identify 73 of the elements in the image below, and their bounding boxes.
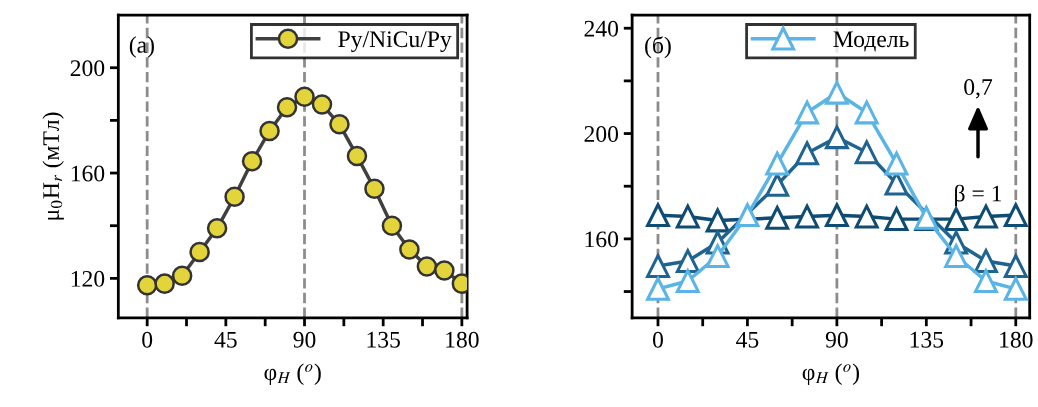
point <box>884 151 909 176</box>
point <box>224 186 245 208</box>
point <box>311 94 333 115</box>
point <box>329 114 350 135</box>
point <box>884 207 909 232</box>
x-tick-label: 45 <box>214 331 237 348</box>
point <box>944 244 969 268</box>
x-tick-label: 45 <box>736 331 759 348</box>
annotation: 0,7 <box>964 79 993 99</box>
point <box>259 120 280 142</box>
point <box>646 276 670 301</box>
x-tick-label: 0 <box>652 331 663 348</box>
point <box>416 256 438 277</box>
x-tick-label: 180 <box>1000 331 1033 348</box>
point <box>646 203 670 228</box>
point <box>944 207 969 232</box>
y-tick-label: 120 <box>71 270 105 287</box>
point <box>1003 276 1028 301</box>
point <box>735 203 760 228</box>
annotation: β = 1 <box>955 184 1002 207</box>
point <box>974 249 998 273</box>
point <box>795 141 820 166</box>
point <box>974 269 998 293</box>
x-axis-title: φ$_{H}$ ($^{o}$) <box>802 363 859 385</box>
point <box>854 140 879 165</box>
point <box>675 202 701 229</box>
point <box>136 274 158 296</box>
point <box>853 202 880 229</box>
y-tick-label: 200 <box>584 126 619 142</box>
point <box>824 80 849 105</box>
point <box>399 239 420 260</box>
point <box>241 150 263 172</box>
point <box>434 260 455 281</box>
point <box>1003 203 1028 228</box>
x-tick-label: 135 <box>910 331 944 348</box>
point <box>346 145 368 167</box>
point <box>765 151 790 176</box>
annotation: (a) <box>129 36 154 58</box>
legend-label: Модель <box>833 31 909 52</box>
point <box>189 241 210 263</box>
y-axis-title: μ$_{0}$H$_{r}$ (мТл) <box>42 112 64 220</box>
y-tick-label: 240 <box>584 20 619 37</box>
y-tick-label: 200 <box>70 60 105 77</box>
point <box>854 100 879 125</box>
point <box>1003 254 1028 278</box>
point <box>705 244 730 268</box>
point <box>171 265 193 287</box>
x-tick-label: 90 <box>293 331 316 348</box>
point <box>381 215 403 236</box>
point <box>276 96 298 118</box>
point <box>765 205 790 230</box>
x-tick-label: 180 <box>446 331 479 348</box>
point <box>824 203 849 228</box>
point <box>675 269 700 293</box>
point <box>646 254 670 278</box>
x-tick-label: 90 <box>825 331 848 348</box>
annotation: (б) <box>645 36 671 59</box>
y-tick-label: 160 <box>585 231 619 248</box>
point <box>794 202 820 229</box>
legend-label: Py/NiCu/Py <box>338 31 452 53</box>
point <box>824 125 849 150</box>
point <box>154 273 175 294</box>
x-axis-title: φ$_{H}$ ($^{o}$) <box>264 363 321 385</box>
point <box>794 98 820 125</box>
point <box>294 86 315 107</box>
y-tick-label: 160 <box>71 165 105 182</box>
point <box>206 218 228 239</box>
point <box>705 208 730 233</box>
x-tick-label: 135 <box>367 331 400 348</box>
x-tick-label: 0 <box>142 331 153 348</box>
point <box>364 178 385 200</box>
point <box>675 249 700 273</box>
point <box>974 204 998 229</box>
